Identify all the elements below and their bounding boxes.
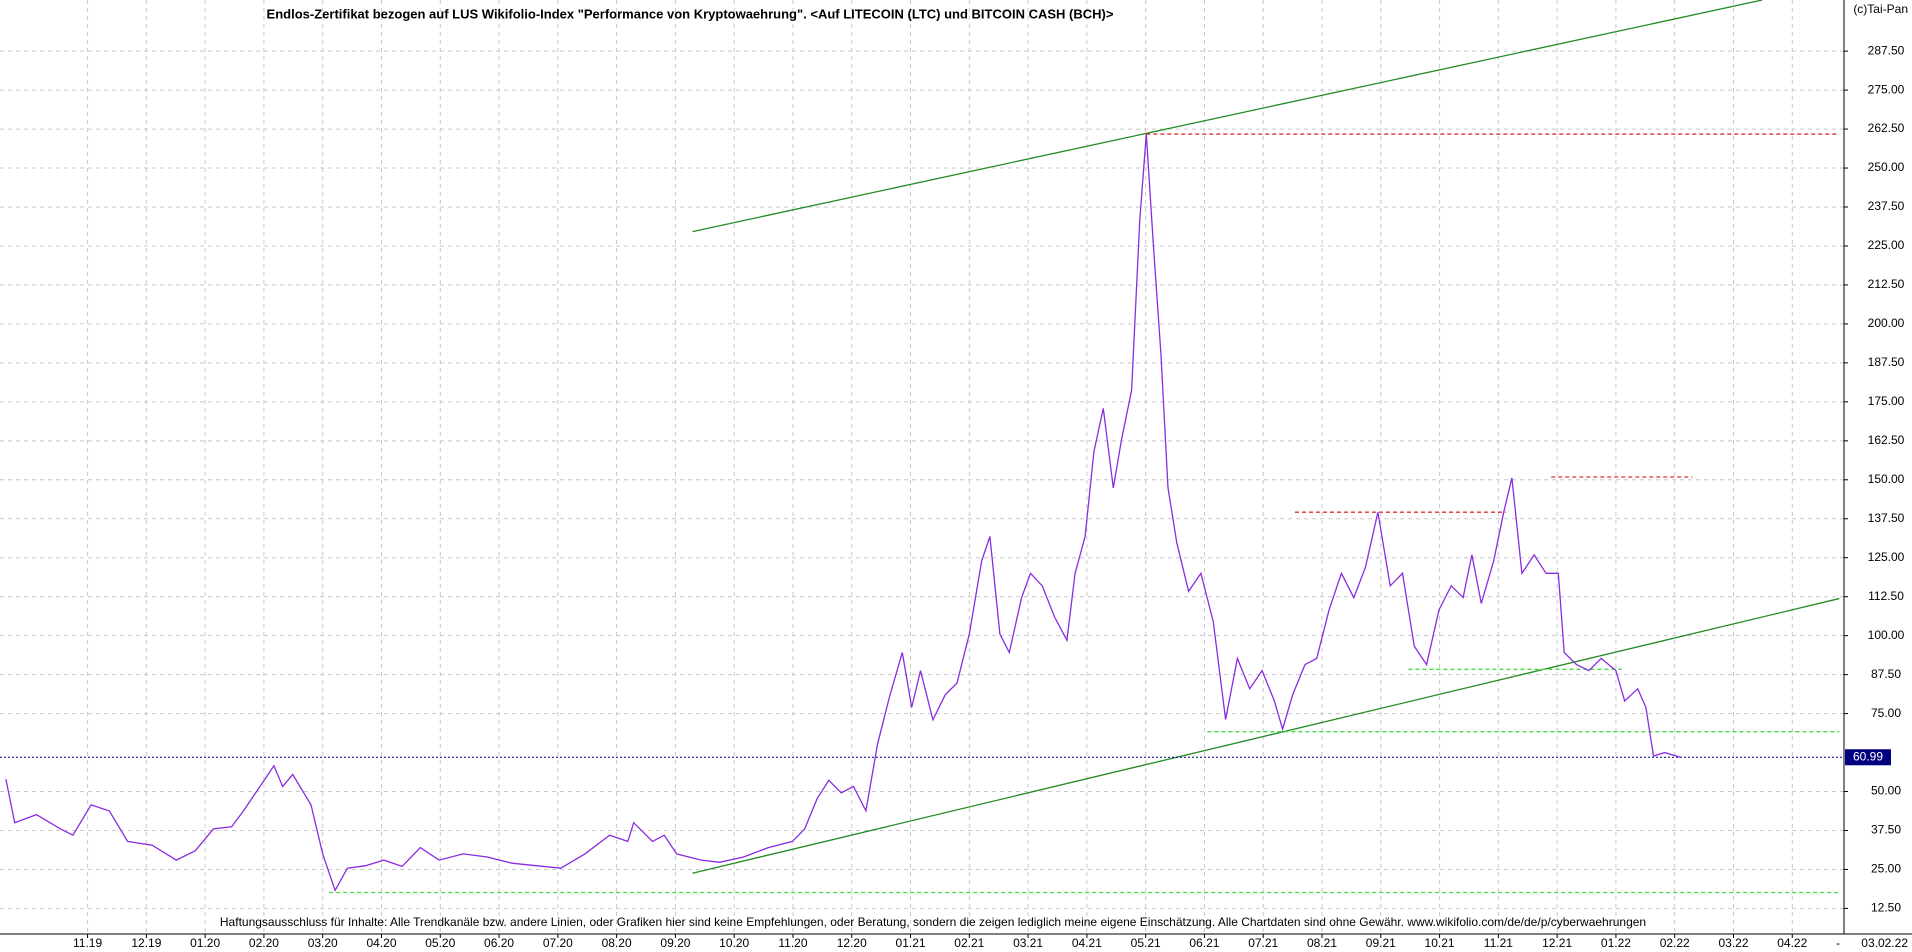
grid — [0, 0, 1844, 934]
last-value-box — [1845, 749, 1891, 766]
x-tick-label: 02.22 — [1660, 936, 1690, 950]
y-tick-label: 225.00 — [1868, 238, 1905, 252]
x-tick-label: 01.22 — [1601, 936, 1631, 950]
x-tick-label: 11.21 — [1484, 936, 1513, 950]
x-tick-label: 07.20 — [543, 936, 573, 950]
y-tick-label: 150.00 — [1868, 472, 1905, 486]
x-tick-label: 11.20 — [778, 936, 807, 950]
y-tick-label: 175.00 — [1868, 394, 1905, 408]
x-tick-label: 02.21 — [954, 936, 984, 950]
y-tick-label: 137.50 — [1868, 511, 1905, 525]
footnote: Haftungsausschluss für Inhalte: Alle Tre… — [220, 915, 1646, 929]
y-tick-label: 212.50 — [1868, 277, 1905, 291]
x-tick-label: 11.19 — [73, 936, 102, 950]
x-tick-label: 12.20 — [837, 936, 867, 950]
y-tick-label: 100.00 — [1868, 628, 1905, 642]
last-value-label: 60.99 — [1853, 749, 1883, 763]
y-tick-label: 25.00 — [1871, 862, 1901, 876]
y-tick-label: 262.50 — [1868, 121, 1905, 135]
y-tick-label: 75.00 — [1871, 706, 1901, 720]
x-tick-label: 05.21 — [1131, 936, 1161, 950]
y-tick-label: 275.00 — [1868, 82, 1905, 96]
x-tick-label: 09.20 — [660, 936, 690, 950]
x-end-marker: - — [1836, 936, 1840, 950]
x-tick-label: 01.21 — [896, 936, 926, 950]
x-tick-label: 01.20 — [190, 936, 220, 950]
y-tick-label: 200.00 — [1868, 316, 1905, 330]
x-tick-label: 04.21 — [1072, 936, 1102, 950]
x-tick-label: 09.21 — [1366, 936, 1396, 950]
x-tick-label: 12.19 — [131, 936, 161, 950]
y-tick-label: 187.50 — [1868, 355, 1905, 369]
y-tick-label: 287.50 — [1868, 43, 1905, 57]
y-tick-label: 125.00 — [1868, 550, 1905, 564]
trend-line — [692, 0, 1763, 233]
x-tick-label: 02.20 — [249, 936, 279, 950]
y-tick-label: 112.50 — [1868, 589, 1904, 603]
price-line — [5, 134, 1681, 892]
x-tick-label: 04.22 — [1777, 936, 1807, 950]
y-tick-label: 12.50 — [1871, 901, 1901, 915]
x-tick-label: 07.21 — [1248, 936, 1278, 950]
x-tick-label: 10.20 — [719, 936, 749, 950]
trend-line — [692, 597, 1840, 874]
date-label: 03.02.22 — [1861, 936, 1908, 950]
copyright: (c)Tai-Pan — [1853, 2, 1908, 16]
x-tick-label: 03.22 — [1718, 936, 1748, 950]
x-tick-label: 06.21 — [1189, 936, 1219, 950]
x-tick-label: 08.21 — [1307, 936, 1337, 950]
chart-title: Endlos-Zertifikat bezogen auf LUS Wikifo… — [267, 6, 1114, 21]
x-tick-label: 08.20 — [602, 936, 632, 950]
x-tick-label: 05.20 — [425, 936, 455, 950]
x-tick-label: 04.20 — [366, 936, 396, 950]
x-tick-label: 10.21 — [1425, 936, 1455, 950]
x-tick-label: 03.21 — [1013, 936, 1043, 950]
x-tick-label: 03.20 — [308, 936, 338, 950]
y-tick-label: 237.50 — [1868, 199, 1905, 213]
x-tick-label: 06.20 — [484, 936, 514, 950]
y-tick-label: 37.50 — [1871, 823, 1901, 837]
y-tick-label: 250.00 — [1868, 160, 1905, 174]
y-tick-label: 162.50 — [1868, 433, 1905, 447]
y-tick-label: 87.50 — [1871, 667, 1901, 681]
y-tick-label: 50.00 — [1871, 784, 1901, 798]
x-tick-label: 12.21 — [1542, 936, 1572, 950]
